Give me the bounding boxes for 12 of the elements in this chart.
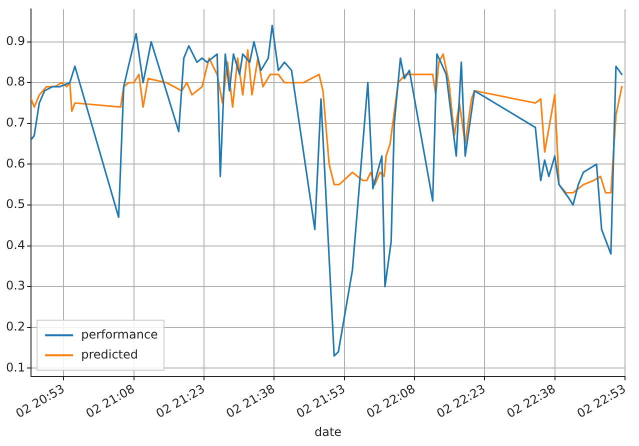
legend-label: performance xyxy=(81,327,158,342)
y-tick-label: 0.3 xyxy=(6,278,26,293)
y-tick-label: 0.7 xyxy=(6,116,26,130)
x-axis-title: date xyxy=(314,424,342,439)
y-tick-label: 0.1 xyxy=(6,360,26,374)
y-tick-label: 0.6 xyxy=(6,156,26,170)
y-tick-label: 0.8 xyxy=(6,74,26,89)
y-tick-label: 0.5 xyxy=(6,197,26,212)
y-tick-label: 0.9 xyxy=(6,34,26,48)
legend-label: predicted xyxy=(81,347,138,362)
y-tick-label: 0.4 xyxy=(6,238,26,252)
y-tick-label: 0.2 xyxy=(6,319,26,334)
